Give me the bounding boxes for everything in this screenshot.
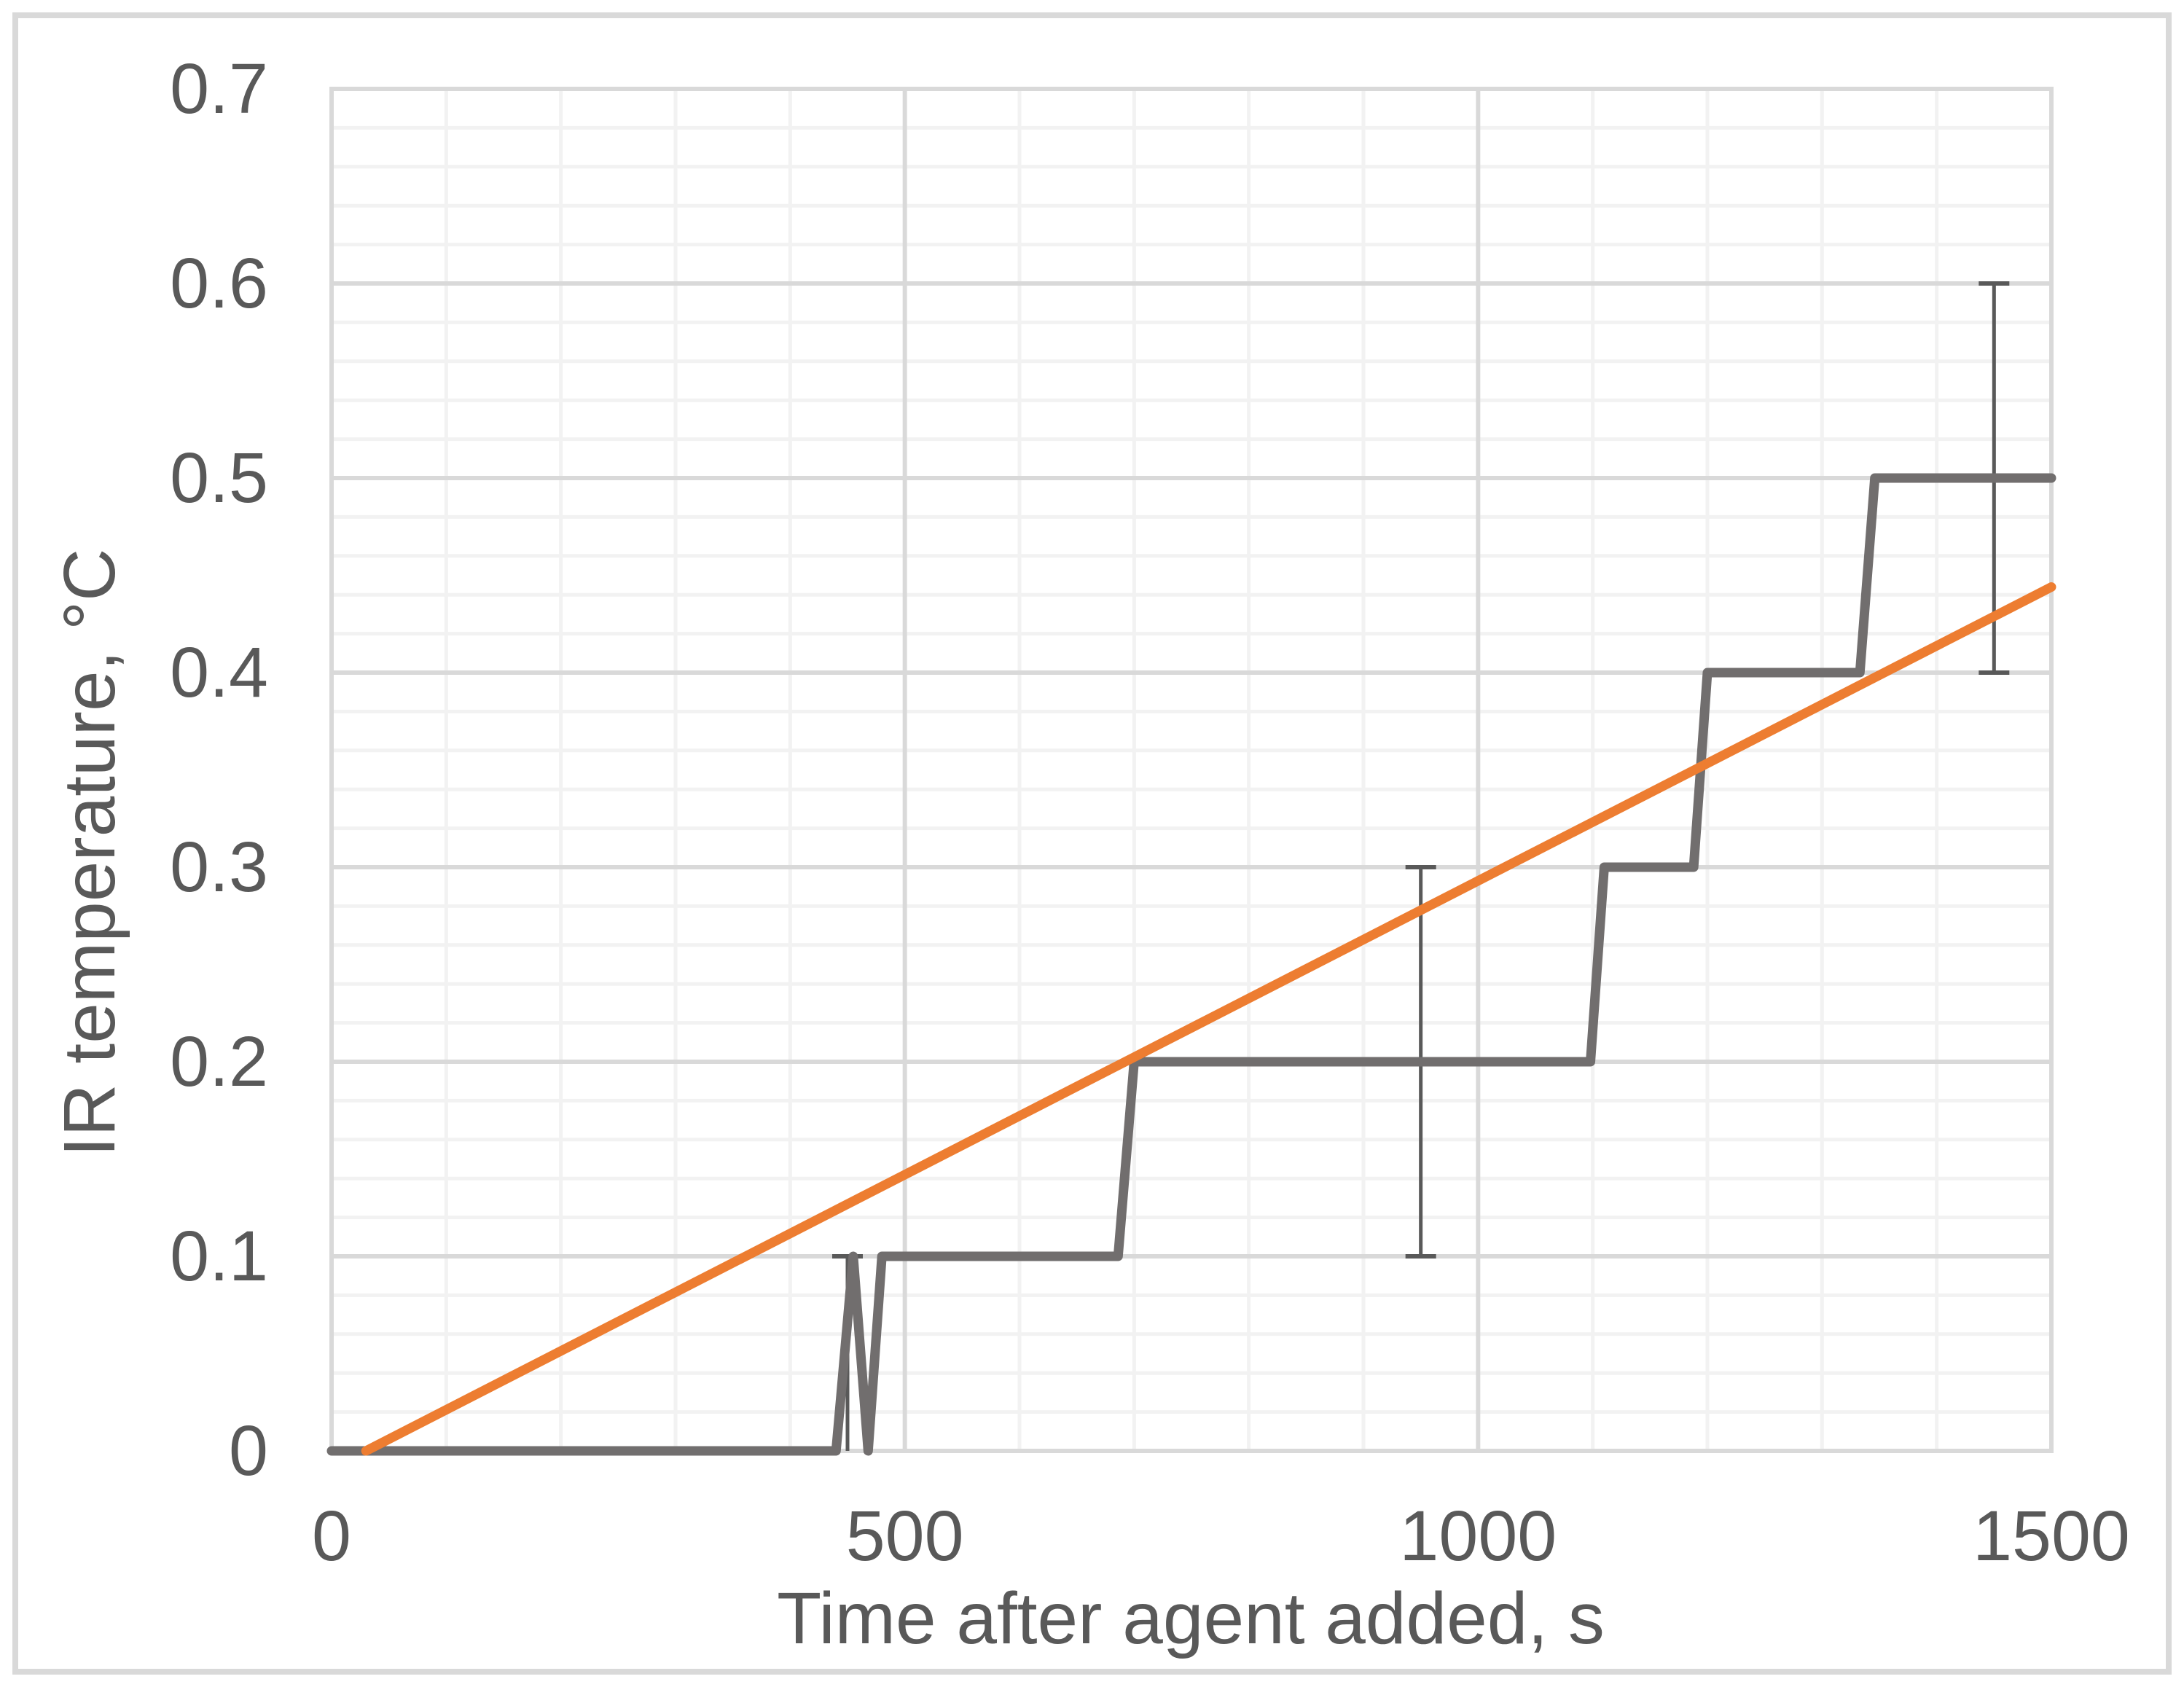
x-tick-label: 0 xyxy=(312,1496,351,1576)
y-tick-label: 0.2 xyxy=(170,1022,268,1101)
chart-outer-border xyxy=(12,12,2172,1675)
x-tick-label: 500 xyxy=(845,1496,964,1576)
x-axis-title: Time after agent added, s xyxy=(777,1577,1605,1659)
y-tick-label: 0.4 xyxy=(170,633,268,712)
y-tick-label: 0.1 xyxy=(170,1216,268,1296)
x-tick-label: 1500 xyxy=(1973,1496,2130,1576)
y-tick-label: 0.5 xyxy=(170,438,268,517)
x-tick-label: 1000 xyxy=(1399,1496,1557,1576)
y-tick-label: 0 xyxy=(229,1411,268,1490)
y-tick-label: 0.3 xyxy=(170,827,268,907)
y-axis-title: IR temperature, °C xyxy=(48,548,130,1157)
y-tick-label: 0.7 xyxy=(170,49,268,128)
y-tick-label: 0.6 xyxy=(170,243,268,323)
trend-series-line xyxy=(361,582,2056,1456)
plot-border xyxy=(329,87,2054,1453)
measured-step-series-line xyxy=(326,473,2056,1456)
